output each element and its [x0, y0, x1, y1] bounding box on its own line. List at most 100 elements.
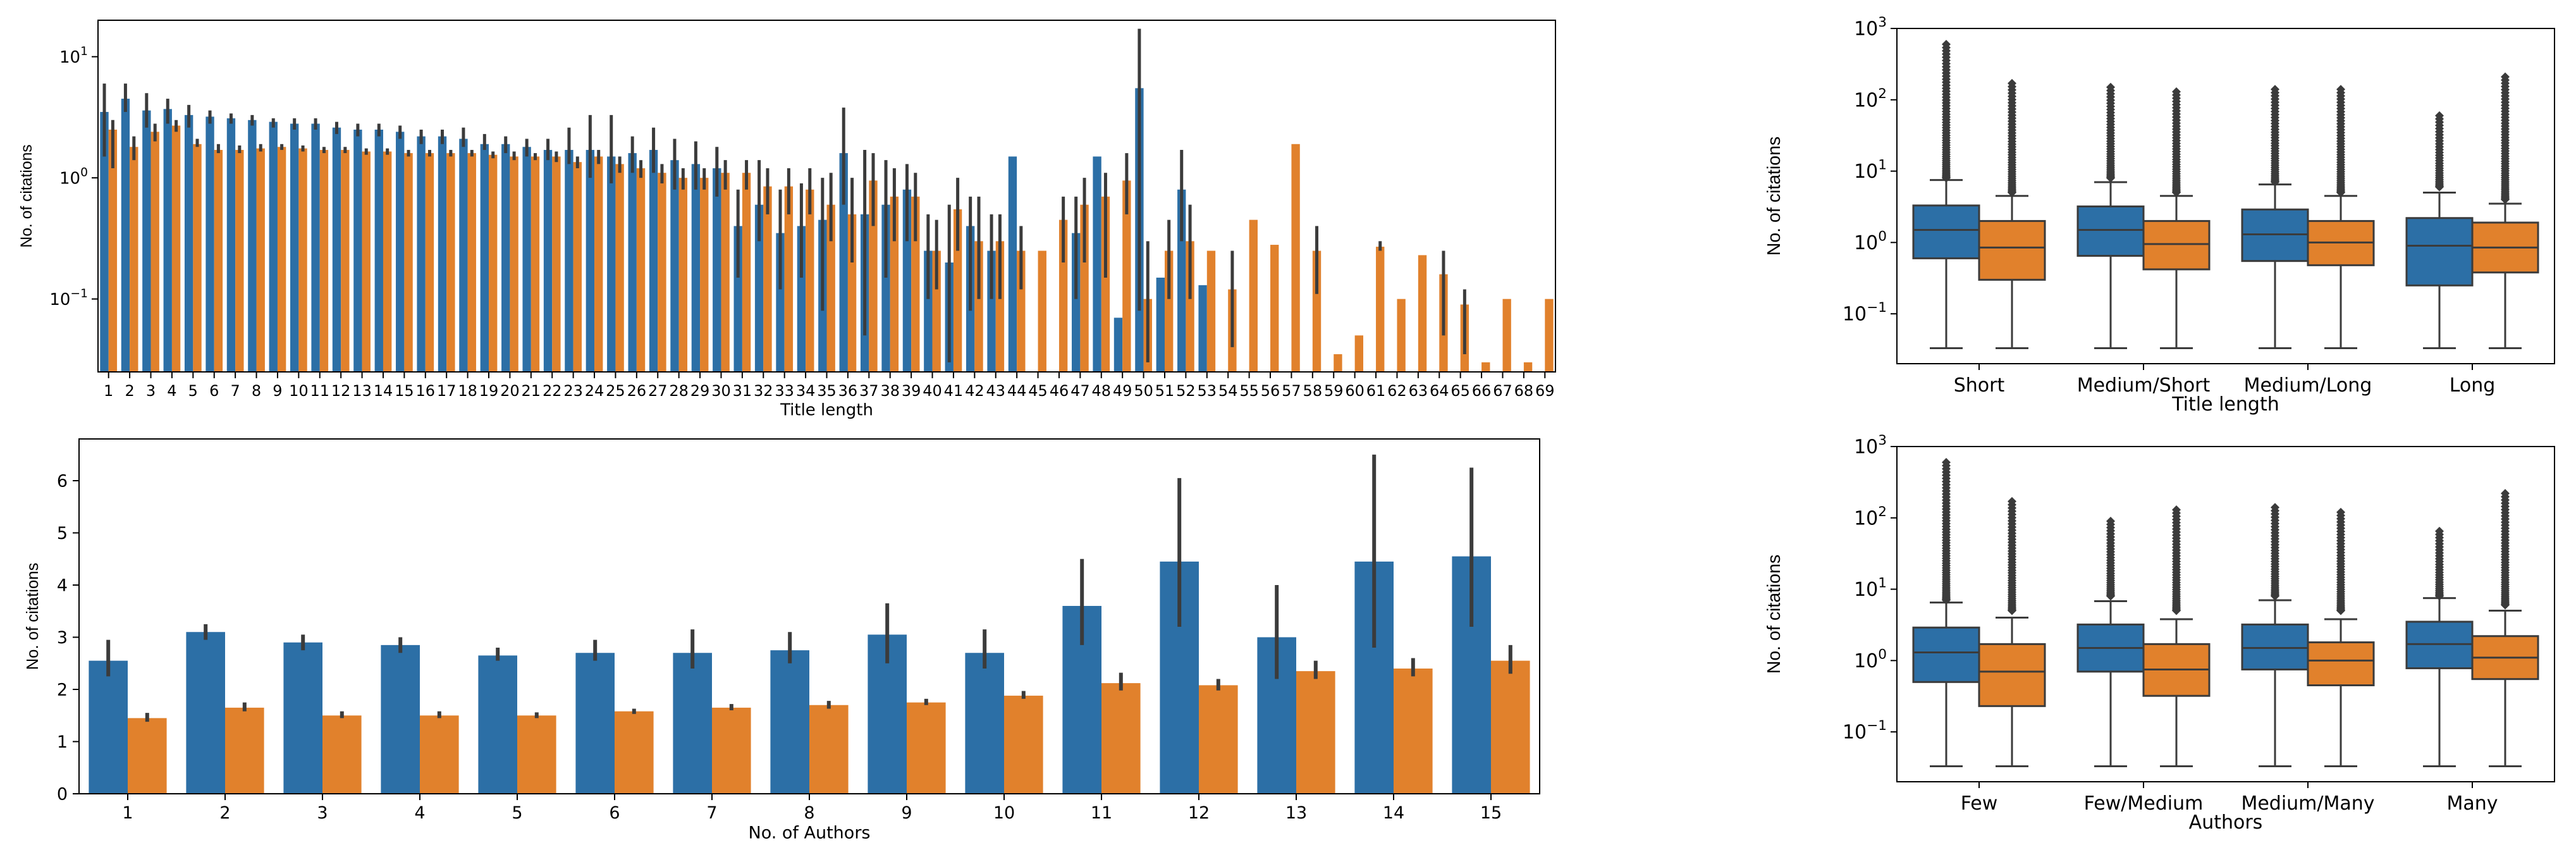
- bar: [1481, 362, 1490, 372]
- x-tick-label: 1: [122, 803, 133, 823]
- bar: [1122, 180, 1131, 372]
- x-tick-label: Medium/Long: [2244, 374, 2372, 397]
- bar: [438, 136, 447, 373]
- bar: [1101, 683, 1141, 794]
- x-tick-label: 27: [648, 382, 668, 400]
- bar: [205, 116, 214, 372]
- x-tick-label: 12: [331, 382, 351, 400]
- x-tick-label: 43: [986, 382, 1005, 400]
- outlier: [1942, 40, 1951, 49]
- x-tick-label: Medium/Many: [2241, 793, 2374, 815]
- bar: [332, 127, 341, 372]
- bar: [298, 148, 307, 372]
- bar: [163, 109, 172, 372]
- bar: [712, 707, 751, 794]
- bar: [869, 180, 878, 372]
- bar: [522, 147, 531, 372]
- x-tick-label: 41: [944, 382, 964, 400]
- bar: [721, 173, 730, 372]
- bar: [353, 129, 362, 373]
- x-tick-label: 22: [543, 382, 562, 400]
- bar: [713, 168, 721, 372]
- outlier: [2501, 489, 2510, 498]
- bar: [673, 653, 712, 794]
- x-tick-label: 3: [317, 803, 328, 823]
- bar: [150, 132, 159, 372]
- bar: [130, 147, 138, 372]
- y-tick-label: 100: [1854, 228, 1887, 254]
- y-tick-label: 0: [57, 784, 68, 804]
- bar: [770, 650, 809, 794]
- bar: [809, 705, 849, 794]
- bar: [290, 123, 299, 372]
- bar: [269, 121, 278, 372]
- box: [1978, 643, 2046, 707]
- x-tick-label: 16: [416, 382, 436, 400]
- bar: [121, 99, 130, 372]
- bar: [277, 147, 286, 372]
- outlier: [2172, 505, 2181, 514]
- x-tick-label: 57: [1282, 382, 1301, 400]
- bar: [89, 660, 128, 794]
- box-blue: [2405, 111, 2474, 349]
- y-axis-label: No. of citations: [18, 144, 35, 247]
- y-tick-label: 101: [59, 45, 88, 67]
- bar: [171, 125, 181, 372]
- x-tick-label: 46: [1050, 382, 1069, 400]
- bar: [1008, 156, 1017, 372]
- x-tick-label: 11: [1091, 803, 1112, 823]
- bar: [776, 233, 785, 372]
- x-tick-label: 45: [1028, 382, 1048, 400]
- bar: [924, 250, 933, 372]
- bar: [932, 250, 941, 372]
- bar: [100, 111, 109, 373]
- box: [2142, 219, 2211, 271]
- x-tick-label: 6: [609, 803, 620, 823]
- bar: [510, 156, 518, 372]
- bar: [1198, 285, 1207, 372]
- x-tick-label: 69: [1535, 382, 1555, 400]
- bar: [193, 144, 202, 373]
- x-tick-label: 63: [1409, 382, 1428, 400]
- box-orange: [1978, 78, 2046, 349]
- bar: [128, 718, 167, 794]
- bar: [1296, 671, 1335, 794]
- x-tick-label: 35: [817, 382, 837, 400]
- x-tick-label: 60: [1345, 382, 1365, 400]
- bar: [322, 715, 362, 794]
- x-tick-label: 30: [711, 382, 731, 400]
- x-tick-label: 18: [458, 382, 477, 400]
- outlier: [1942, 458, 1951, 467]
- box-blue: [2241, 503, 2309, 767]
- bar: [670, 160, 679, 373]
- x-axis-label: Title length: [2171, 393, 2279, 416]
- x-tick-label: 25: [606, 382, 625, 400]
- outlier: [2106, 516, 2115, 526]
- box: [1912, 626, 1980, 683]
- bar: [467, 153, 476, 373]
- x-tick-label: 55: [1239, 382, 1259, 400]
- x-tick-label: Long: [2450, 374, 2496, 397]
- bar: [480, 144, 489, 373]
- bar: [636, 168, 646, 372]
- y-tick-label: 101: [1854, 576, 1887, 601]
- bar: [974, 241, 983, 372]
- bar: [1017, 250, 1026, 372]
- bar: [396, 132, 405, 372]
- x-tick-label: 52: [1176, 382, 1196, 400]
- bar: [658, 173, 666, 372]
- y-tick-label: 102: [1854, 504, 1887, 530]
- box-orange: [2142, 87, 2211, 349]
- x-tick-label: 39: [902, 382, 921, 400]
- x-tick-label: 38: [880, 382, 900, 400]
- bar: [1376, 247, 1385, 372]
- x-tick-label: 28: [669, 382, 689, 400]
- outlier: [2435, 526, 2444, 536]
- y-tick-label: 103: [1854, 433, 1887, 459]
- bar: [575, 653, 615, 794]
- outlier: [2008, 497, 2016, 506]
- x-tick-label: Short: [1954, 374, 2005, 397]
- x-tick-label: 23: [563, 382, 583, 400]
- x-tick-label: 7: [706, 803, 717, 823]
